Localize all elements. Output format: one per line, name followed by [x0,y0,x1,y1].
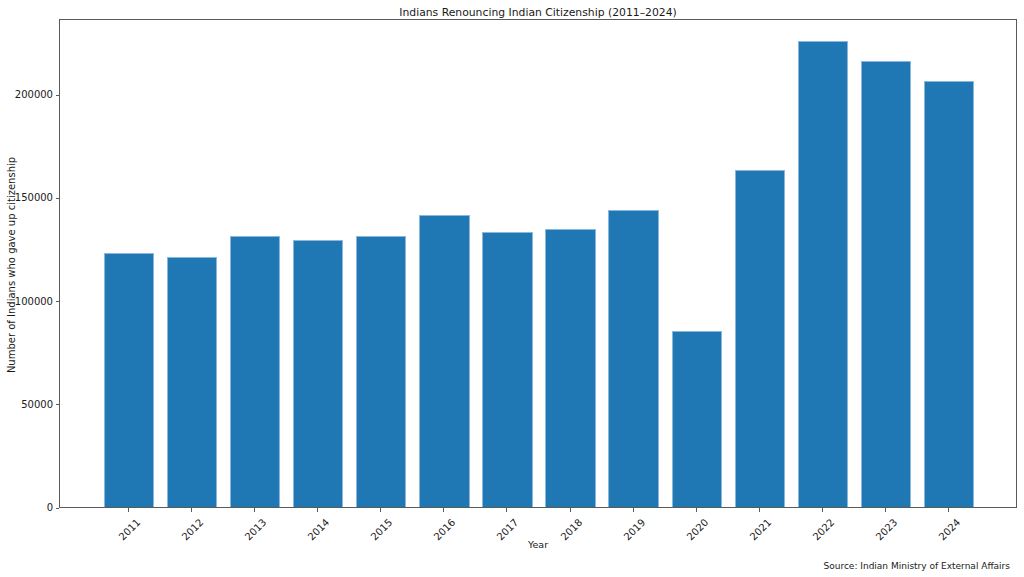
x-tick-label-2011: 2011 [117,518,142,537]
y-tick-200000 [56,95,60,96]
bar-2016 [419,215,469,507]
y-tick-label-200000: 200000 [7,89,53,101]
x-tick-2023 [885,508,886,512]
chart-title: Indians Renouncing Indian Citizenship (2… [59,6,1017,19]
x-tick-label-2013: 2013 [243,518,268,537]
x-tick-2016 [443,508,444,512]
x-tick-label-2020: 2020 [685,518,710,537]
x-tick-label-2016: 2016 [433,518,458,537]
y-tick-label-100000: 100000 [7,296,53,308]
y-tick-0 [56,508,60,509]
x-tick-2013 [254,508,255,512]
x-tick-2020 [696,508,697,512]
y-tick-label-0: 0 [7,502,53,514]
bar-2013 [230,236,280,507]
x-tick-label-2012: 2012 [180,518,205,537]
bar-2020 [672,331,722,507]
bar-2021 [735,170,785,507]
x-tick-label-2019: 2019 [622,518,647,537]
bar-2018 [545,229,595,507]
bar-2015 [356,236,406,507]
x-tick-2019 [633,508,634,512]
y-tick-label-50000: 50000 [7,399,53,411]
x-tick-label-2017: 2017 [496,518,521,537]
bar-2023 [861,61,911,507]
bar-2012 [167,257,217,507]
x-tick-2011 [128,508,129,512]
x-tick-label-2018: 2018 [559,518,584,537]
x-tick-label-2014: 2014 [306,518,331,537]
x-tick-2024 [948,508,949,512]
y-tick-100000 [56,301,60,302]
bar-2017 [482,232,532,507]
y-tick-150000 [56,198,60,199]
x-tick-2021 [759,508,760,512]
bar-2019 [608,210,658,507]
y-axis-label: Number of Indians who gave up citizenshi… [5,157,16,373]
figure: Indians Renouncing Indian Citizenship (2… [0,0,1024,577]
x-tick-2017 [506,508,507,512]
x-tick-label-2022: 2022 [811,518,836,537]
x-tick-label-2023: 2023 [874,518,899,537]
bar-2024 [924,81,974,507]
x-tick-label-2024: 2024 [937,518,962,537]
bar-2014 [293,240,343,507]
x-tick-2015 [380,508,381,512]
bar-2011 [104,253,154,507]
x-tick-2022 [822,508,823,512]
plot-area [59,19,1017,508]
x-tick-2018 [570,508,571,512]
y-tick-label-150000: 150000 [7,192,53,204]
bar-2022 [798,41,848,507]
x-tick-2012 [191,508,192,512]
x-tick-label-2021: 2021 [748,518,773,537]
x-tick-label-2015: 2015 [369,518,394,537]
x-tick-2014 [317,508,318,512]
y-tick-50000 [56,404,60,405]
source-note: Source: Indian Ministry of External Affa… [823,561,1010,571]
x-axis-label: Year [59,539,1017,550]
